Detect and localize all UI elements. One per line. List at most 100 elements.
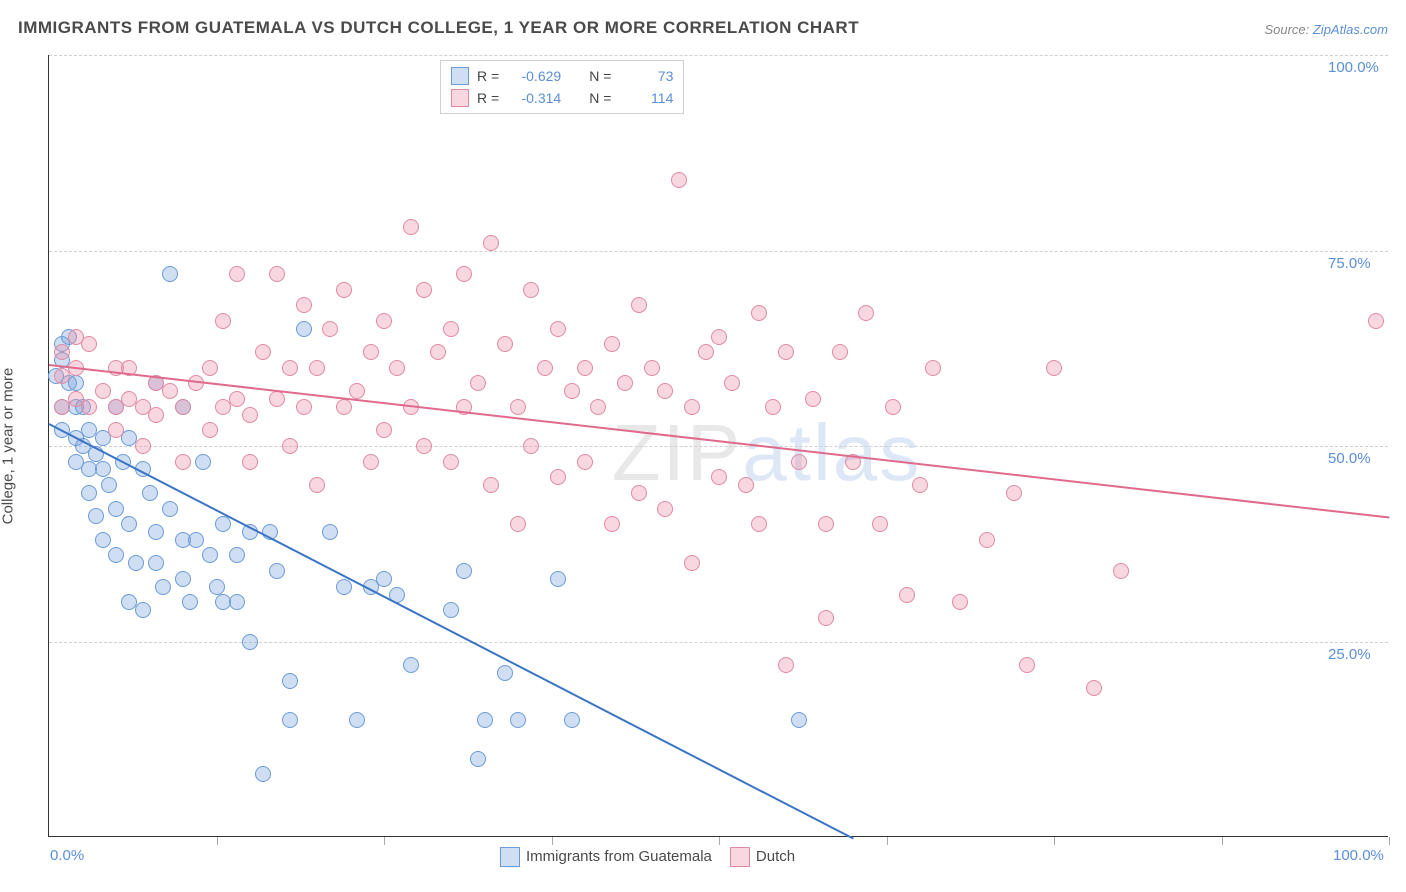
data-point-dutch [631, 297, 647, 313]
data-point-guatemala [456, 563, 472, 579]
data-point-guatemala [162, 266, 178, 282]
source-link[interactable]: ZipAtlas.com [1313, 22, 1388, 37]
data-point-guatemala [564, 712, 580, 728]
data-point-dutch [899, 587, 915, 603]
data-point-dutch [363, 454, 379, 470]
data-point-guatemala [242, 634, 258, 650]
data-point-guatemala [477, 712, 493, 728]
data-point-dutch [765, 399, 781, 415]
watermark: ZIPatlas [612, 407, 921, 499]
data-point-dutch [818, 610, 834, 626]
data-point-dutch [724, 375, 740, 391]
data-point-dutch [577, 454, 593, 470]
legend-label: Dutch [756, 848, 795, 865]
data-point-guatemala [470, 751, 486, 767]
data-point-dutch [564, 383, 580, 399]
data-point-dutch [483, 235, 499, 251]
legend-r-label: R = [477, 68, 499, 84]
data-point-dutch [1113, 563, 1129, 579]
data-point-dutch [925, 360, 941, 376]
data-point-guatemala [282, 673, 298, 689]
data-point-dutch [698, 344, 714, 360]
data-point-dutch [751, 305, 767, 321]
y-tick-label: 100.0% [1328, 59, 1379, 76]
y-axis-label: College, 1 year or more [0, 368, 17, 525]
data-point-guatemala [296, 321, 312, 337]
legend-stat-row-guatemala: R = -0.629N = 73 [451, 65, 673, 87]
x-minor-tick [887, 837, 888, 845]
data-point-dutch [1046, 360, 1062, 376]
data-point-dutch [108, 422, 124, 438]
data-point-dutch [296, 399, 312, 415]
data-point-dutch [242, 454, 258, 470]
data-point-guatemala [791, 712, 807, 728]
data-point-guatemala [349, 712, 365, 728]
data-point-dutch [1086, 680, 1102, 696]
data-point-guatemala [229, 547, 245, 563]
legend-item-dutch: Dutch [730, 847, 795, 867]
legend-n-label: N = [589, 68, 611, 84]
data-point-dutch [175, 399, 191, 415]
data-point-guatemala [88, 508, 104, 524]
data-point-dutch [269, 391, 285, 407]
regression-line-guatemala [49, 423, 854, 839]
data-point-dutch [858, 305, 874, 321]
data-point-dutch [818, 516, 834, 532]
data-point-dutch [979, 532, 995, 548]
data-point-dutch [336, 282, 352, 298]
legend-swatch-guatemala [500, 847, 520, 867]
legend-item-guatemala: Immigrants from Guatemala [500, 847, 712, 867]
data-point-dutch [657, 383, 673, 399]
data-point-guatemala [195, 454, 211, 470]
data-point-guatemala [142, 485, 158, 501]
data-point-dutch [537, 360, 553, 376]
data-point-dutch [309, 360, 325, 376]
data-point-dutch [778, 344, 794, 360]
data-point-dutch [376, 422, 392, 438]
data-point-dutch [269, 266, 285, 282]
data-point-guatemala [282, 712, 298, 728]
legend-r-label: R = [477, 90, 499, 106]
data-point-dutch [282, 360, 298, 376]
y-tick-label: 75.0% [1328, 255, 1371, 272]
x-minor-tick [552, 837, 553, 845]
data-point-dutch [456, 266, 472, 282]
data-point-dutch [832, 344, 848, 360]
x-minor-tick [1054, 837, 1055, 845]
gridline [49, 55, 1388, 56]
legend-n-value: 114 [619, 90, 673, 106]
legend-swatch-dutch [451, 89, 469, 107]
data-point-dutch [523, 438, 539, 454]
data-point-dutch [738, 477, 754, 493]
data-point-dutch [711, 469, 727, 485]
data-point-dutch [81, 336, 97, 352]
data-point-dutch [778, 657, 794, 673]
data-point-guatemala [108, 501, 124, 517]
data-point-guatemala [135, 602, 151, 618]
data-point-guatemala [128, 555, 144, 571]
data-point-dutch [604, 516, 620, 532]
data-point-guatemala [108, 547, 124, 563]
scatter-plot-area: ZIPatlas [48, 55, 1388, 837]
data-point-dutch [242, 407, 258, 423]
data-point-dutch [590, 399, 606, 415]
data-point-guatemala [336, 579, 352, 595]
series-legend: Immigrants from Guatemala Dutch [500, 847, 795, 867]
data-point-guatemala [162, 501, 178, 517]
data-point-guatemala [95, 461, 111, 477]
data-point-guatemala [148, 555, 164, 571]
data-point-dutch [336, 399, 352, 415]
legend-r-value: -0.629 [507, 68, 561, 84]
data-point-guatemala [550, 571, 566, 587]
gridline [49, 251, 1388, 252]
data-point-dutch [175, 454, 191, 470]
data-point-guatemala [322, 524, 338, 540]
data-point-dutch [510, 399, 526, 415]
data-point-dutch [229, 266, 245, 282]
y-tick-label: 25.0% [1328, 646, 1371, 663]
data-point-guatemala [403, 657, 419, 673]
data-point-dutch [631, 485, 647, 501]
data-point-dutch [872, 516, 888, 532]
data-point-guatemala [101, 477, 117, 493]
correlation-legend: R = -0.629N = 73R = -0.314N = 114 [440, 60, 684, 114]
